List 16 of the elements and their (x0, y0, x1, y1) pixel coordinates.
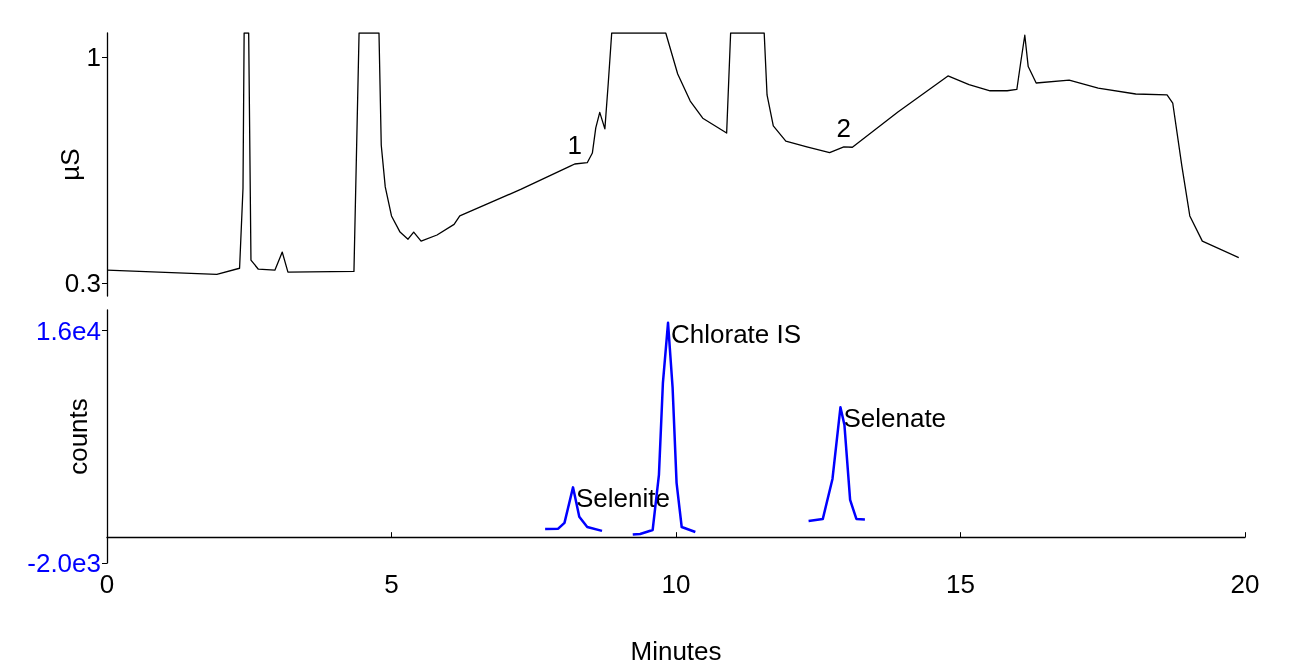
y-tick-label: 1 (86, 42, 101, 73)
x-axis-title: Minutes (630, 636, 722, 666)
x-tick-label: 15 (946, 569, 975, 599)
y-axis-title: µS (55, 148, 85, 181)
x-tick-label: 0 (99, 569, 115, 599)
y-axis-title: counts (63, 398, 93, 475)
annotation: Selenate (843, 403, 947, 434)
y-tick-label: 1.6e4 (35, 315, 101, 346)
x-tick-label: 10 (661, 569, 691, 599)
annotation: 1 (567, 130, 582, 161)
x-tick-label: 5 (384, 569, 399, 599)
y-tick-label: -2.0e3 (27, 548, 101, 578)
y-tick-label: 0.3 (64, 268, 101, 299)
x-tick-label: 20 (1230, 569, 1260, 599)
annotation: 2 (836, 112, 852, 143)
annotation: Chlorate IS (671, 318, 802, 349)
